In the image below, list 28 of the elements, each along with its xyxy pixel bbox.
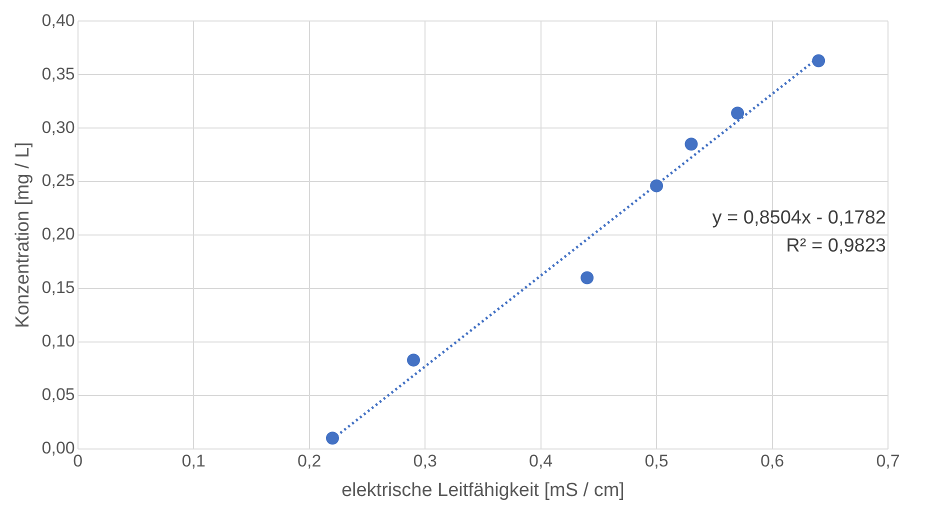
point (326, 432, 339, 445)
annotation: R² = 0,9823 (786, 235, 886, 256)
y-tick-label: 0,15 (42, 278, 75, 298)
y-axis-title: Konzentration [mg / L] (12, 142, 34, 328)
y-tick-label: 0,35 (42, 64, 75, 84)
y-tick-label: 0,30 (42, 118, 75, 137)
y-tick-label: 0,40 (42, 10, 75, 30)
y-tick-label: 0,05 (42, 385, 75, 404)
y-tick-label: 0,10 (42, 332, 75, 351)
x-tick-label: 0,7 (876, 452, 900, 471)
x-tick-label: 0,6 (760, 452, 784, 471)
y-tick-label: 0,20 (42, 224, 75, 244)
annotation: y = 0,8504x - 0,1782 (712, 207, 886, 228)
x-tick-label: 0,4 (528, 452, 553, 471)
y-tick-label: 0,00 (42, 438, 75, 458)
x-axis-title: elektrische Leitfähigkeit [mS / cm] (341, 480, 624, 501)
x-tick-label: 0,1 (182, 452, 206, 471)
x-tick-label: 0,5 (644, 452, 668, 471)
y-tick-label: 0,25 (42, 171, 75, 190)
point (812, 54, 826, 68)
point (650, 179, 664, 192)
point (407, 354, 420, 367)
x-tick-label: 0,2 (298, 452, 322, 471)
point (684, 138, 698, 151)
point (580, 271, 594, 284)
x-tick-label: 0,3 (413, 452, 437, 471)
x-tick-label: 0 (73, 452, 83, 471)
point (731, 106, 744, 120)
